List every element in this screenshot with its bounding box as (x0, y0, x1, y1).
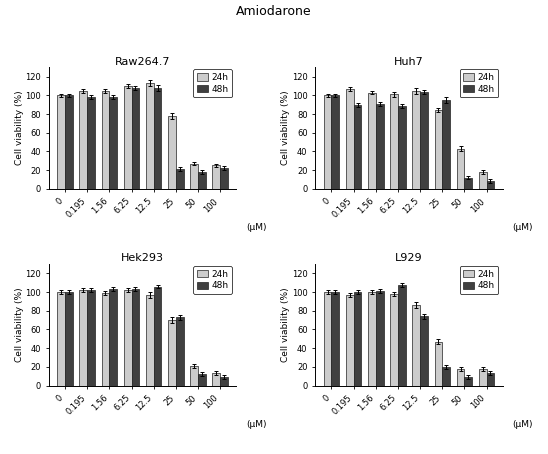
Legend: 24h, 48h: 24h, 48h (460, 266, 498, 294)
Bar (190, 163, 198, 189)
Bar (101, 91, 110, 189)
Bar (332, 95, 339, 189)
Bar (110, 289, 117, 385)
Bar (398, 285, 406, 385)
Bar (332, 292, 339, 385)
Bar (213, 373, 220, 385)
Bar (87, 290, 95, 385)
Bar (153, 88, 162, 189)
Bar (442, 367, 450, 385)
Bar (420, 316, 428, 385)
Bar (353, 105, 361, 189)
Text: (μM): (μM) (512, 419, 533, 429)
Bar (79, 290, 87, 385)
Bar (324, 95, 332, 189)
Title: L929: L929 (395, 253, 423, 263)
Bar (376, 104, 384, 189)
Bar (58, 292, 65, 385)
Bar (353, 292, 361, 385)
Text: (μM): (μM) (512, 223, 533, 232)
Title: Huh7: Huh7 (394, 57, 424, 67)
Bar (456, 369, 464, 385)
Y-axis label: Cell viability (%): Cell viability (%) (282, 91, 290, 165)
Bar (442, 100, 450, 189)
Bar (479, 369, 487, 385)
Bar (79, 91, 87, 189)
Bar (65, 292, 73, 385)
Bar (146, 295, 153, 385)
Bar (132, 289, 139, 385)
Bar (101, 293, 110, 385)
Bar (376, 291, 384, 385)
Title: Hek293: Hek293 (121, 253, 164, 263)
Bar (412, 305, 420, 385)
Legend: 24h, 48h: 24h, 48h (193, 266, 232, 294)
Bar (190, 366, 198, 385)
Bar (213, 165, 220, 189)
Bar (198, 172, 206, 189)
Bar (464, 377, 472, 385)
Text: (μM): (μM) (246, 223, 266, 232)
Bar (420, 92, 428, 189)
Y-axis label: Cell viability (%): Cell viability (%) (15, 287, 24, 362)
Bar (487, 181, 494, 189)
Bar (487, 373, 494, 385)
Y-axis label: Cell viability (%): Cell viability (%) (15, 91, 24, 165)
Bar (456, 148, 464, 189)
Bar (435, 110, 442, 189)
Bar (220, 168, 228, 189)
Bar (346, 295, 353, 385)
Bar (368, 292, 376, 385)
Legend: 24h, 48h: 24h, 48h (460, 69, 498, 98)
Legend: 24h, 48h: 24h, 48h (193, 69, 232, 98)
Bar (146, 83, 153, 189)
Bar (168, 320, 176, 385)
Bar (58, 95, 65, 189)
Bar (479, 172, 487, 189)
Bar (368, 93, 376, 189)
Bar (124, 290, 132, 385)
Bar (87, 97, 95, 189)
Title: Raw264.7: Raw264.7 (115, 57, 170, 67)
Bar (435, 341, 442, 385)
Bar (176, 169, 184, 189)
Bar (168, 116, 176, 189)
Bar (110, 97, 117, 189)
Bar (390, 294, 398, 385)
Bar (412, 91, 420, 189)
Bar (132, 88, 139, 189)
Bar (390, 94, 398, 189)
Bar (346, 89, 353, 189)
Bar (398, 106, 406, 189)
Bar (124, 86, 132, 189)
Bar (198, 374, 206, 385)
Bar (220, 377, 228, 385)
Bar (65, 95, 73, 189)
Bar (153, 286, 162, 385)
Text: Amiodarone: Amiodarone (236, 5, 312, 18)
Bar (324, 292, 332, 385)
Text: (μM): (μM) (246, 419, 266, 429)
Y-axis label: Cell viability (%): Cell viability (%) (282, 287, 290, 362)
Bar (464, 178, 472, 189)
Bar (176, 317, 184, 385)
